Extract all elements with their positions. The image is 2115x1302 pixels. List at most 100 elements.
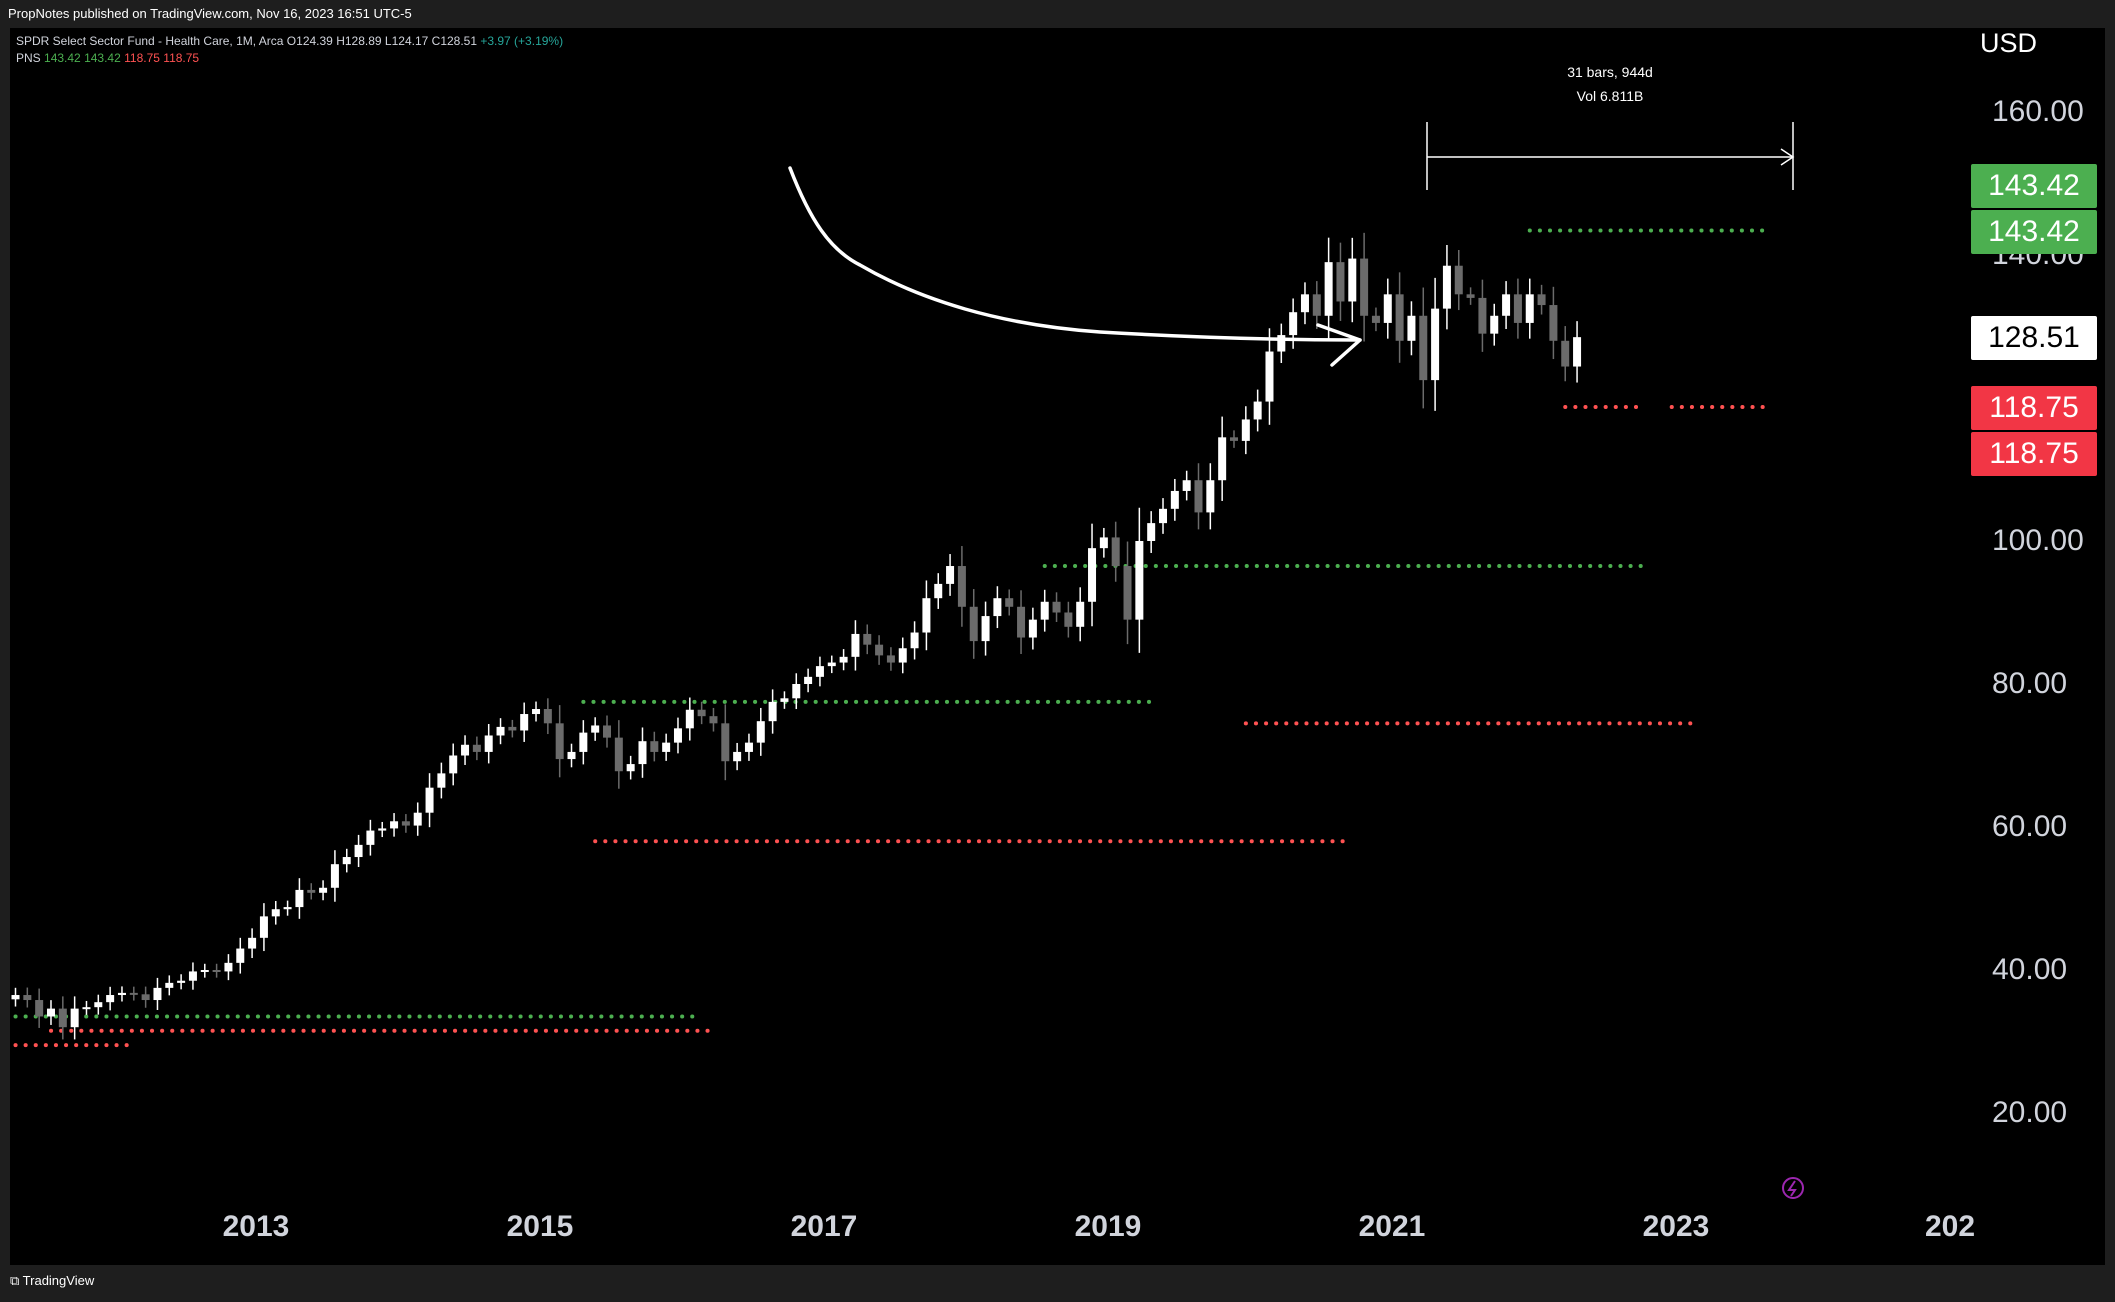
- candle-body: [1159, 508, 1168, 524]
- resistance-price-badge: 143.42: [1971, 164, 2097, 208]
- candle-body: [283, 907, 292, 910]
- indicator-legend: PNS 143.42 143.42 118.75 118.75: [16, 51, 199, 65]
- price-tick-label: 20.00: [1992, 1096, 2068, 1129]
- candle-body: [1454, 265, 1463, 295]
- candle-body: [94, 1002, 103, 1008]
- candle-body: [934, 583, 943, 599]
- candle-body: [1253, 401, 1262, 420]
- close-value: 128.51: [440, 34, 478, 48]
- candle-body: [1348, 258, 1357, 302]
- candle-body: [969, 606, 978, 642]
- candle-body: [839, 656, 848, 663]
- candle-body: [35, 1000, 44, 1017]
- candle-body: [1099, 537, 1108, 549]
- candle-body: [1490, 315, 1499, 334]
- price-tick-label: 40.00: [1992, 953, 2068, 986]
- candle-body: [1312, 294, 1321, 316]
- candle-body: [532, 709, 541, 715]
- candle-body: [117, 992, 126, 996]
- candle-body: [733, 751, 742, 762]
- symbol-name: SPDR Select Sector Fund - Health Care, 1…: [16, 34, 284, 48]
- candle-body: [1502, 294, 1511, 316]
- published-text: PropNotes published on TradingView.com, …: [8, 6, 412, 21]
- resistance-price-badge: 143.42: [1971, 210, 2097, 254]
- candle-body: [957, 566, 966, 607]
- candle-body: [591, 725, 600, 733]
- time-tick-label: 2021: [1358, 1210, 1426, 1243]
- chart-pane[interactable]: [10, 28, 1971, 1200]
- candle-body: [543, 709, 552, 724]
- candle-body: [1478, 297, 1487, 334]
- candle-body: [1135, 541, 1144, 620]
- candle-body: [248, 937, 257, 949]
- candle-body: [1289, 312, 1298, 336]
- measure-arrow-icon: [1780, 148, 1795, 166]
- candle-body: [1017, 606, 1026, 638]
- candle-body: [472, 744, 481, 752]
- candle-body: [425, 787, 434, 813]
- candle-body: [1324, 262, 1333, 316]
- candle-body: [768, 701, 777, 722]
- candle-body: [484, 735, 493, 752]
- candle-body: [224, 962, 233, 972]
- candle-body: [1028, 619, 1037, 638]
- measure-volume-text: Vol 6.811B: [1576, 88, 1644, 104]
- candle-body: [153, 987, 162, 1001]
- candle-body: [82, 1007, 91, 1010]
- candle-body: [946, 566, 955, 584]
- low-label: L: [384, 34, 392, 48]
- candle-body: [401, 821, 410, 826]
- candle-body: [366, 830, 375, 845]
- candle-body: [685, 709, 694, 729]
- candle-body: [413, 812, 422, 826]
- candle-body: [567, 751, 576, 760]
- candle-body: [863, 633, 872, 645]
- candle-body: [11, 995, 20, 1000]
- candle-body: [307, 889, 316, 893]
- candle-body: [70, 1008, 79, 1028]
- candle-body: [106, 995, 115, 1003]
- candle-body: [851, 633, 860, 657]
- candle-body: [1123, 566, 1132, 620]
- candle-body: [721, 723, 730, 762]
- time-tick-label: 2015: [506, 1210, 574, 1243]
- candle-body: [1076, 601, 1085, 627]
- candle-body: [744, 742, 753, 752]
- time-axis[interactable]: [10, 1200, 1971, 1265]
- candle-body: [1513, 294, 1522, 323]
- candle-body: [129, 992, 138, 995]
- candle-body: [259, 916, 268, 938]
- candle-body: [756, 721, 765, 743]
- published-header: PropNotes published on TradingView.com, …: [0, 0, 2115, 28]
- candle-body: [1525, 294, 1534, 323]
- candle-body: [780, 698, 789, 702]
- support-price-badge: 118.75: [1971, 386, 2097, 430]
- candle-body: [342, 857, 351, 865]
- candle-body: [1561, 340, 1570, 367]
- change-value: +3.97 (+3.19%): [480, 34, 564, 48]
- candle-body: [1466, 294, 1475, 298]
- price-tick-label: 80.00: [1992, 667, 2068, 700]
- tv-logo-icon: ⧉: [10, 1273, 23, 1288]
- candle-body: [709, 716, 718, 724]
- candle-body: [1147, 523, 1156, 541]
- candle-body: [271, 909, 280, 917]
- candle-body: [1194, 480, 1203, 513]
- candle-body: [508, 726, 517, 731]
- candle-body: [1040, 601, 1049, 620]
- candle-body: [1052, 601, 1061, 613]
- candle-body: [354, 844, 363, 858]
- candle-body: [673, 728, 682, 743]
- time-tick-label: 2019: [1074, 1210, 1142, 1243]
- candle-body: [1360, 258, 1369, 316]
- drawn-arrow-head-icon: [1316, 323, 1362, 367]
- indicator-value: 143.42: [44, 51, 81, 65]
- candle-body: [141, 994, 150, 1001]
- indicator-value: 143.42: [84, 51, 121, 65]
- candle-body: [1206, 480, 1215, 513]
- low-value: 124.17: [391, 34, 429, 48]
- candle-body: [461, 744, 470, 756]
- currency-label[interactable]: USD: [1980, 28, 2038, 58]
- candle-body: [875, 644, 884, 656]
- candle-body: [200, 970, 209, 972]
